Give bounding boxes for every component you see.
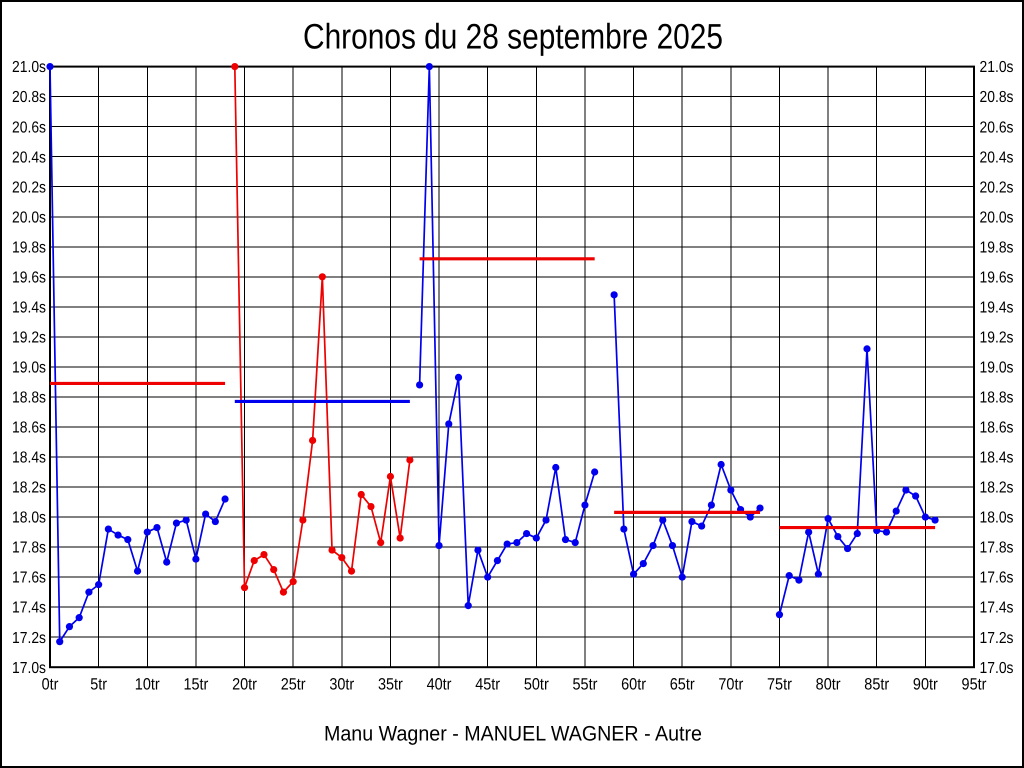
svg-text:19.4s: 19.4s xyxy=(12,299,46,316)
svg-text:15tr: 15tr xyxy=(183,676,208,694)
svg-text:20.0s: 20.0s xyxy=(980,209,1014,226)
svg-text:20.4s: 20.4s xyxy=(12,149,46,166)
svg-text:30tr: 30tr xyxy=(329,676,354,694)
svg-text:20.6s: 20.6s xyxy=(980,119,1014,136)
svg-text:80tr: 80tr xyxy=(816,676,841,694)
svg-text:21.0s: 21.0s xyxy=(12,59,46,76)
svg-text:20.6s: 20.6s xyxy=(12,119,46,136)
svg-text:17.8s: 17.8s xyxy=(980,540,1014,557)
svg-text:10tr: 10tr xyxy=(135,676,160,694)
svg-text:85tr: 85tr xyxy=(864,676,889,694)
svg-text:40tr: 40tr xyxy=(427,676,452,694)
svg-text:19.4s: 19.4s xyxy=(980,299,1014,316)
svg-text:17.8s: 17.8s xyxy=(12,540,46,557)
svg-text:19.2s: 19.2s xyxy=(12,329,46,346)
svg-text:17.4s: 17.4s xyxy=(980,600,1014,617)
svg-text:20.2s: 20.2s xyxy=(12,179,46,196)
svg-text:19.0s: 19.0s xyxy=(12,360,46,377)
svg-text:17.2s: 17.2s xyxy=(980,630,1014,647)
svg-text:55tr: 55tr xyxy=(573,676,598,694)
svg-text:60tr: 60tr xyxy=(621,676,646,694)
svg-text:25tr: 25tr xyxy=(281,676,306,694)
svg-text:95tr: 95tr xyxy=(962,676,987,694)
svg-text:19.0s: 19.0s xyxy=(980,360,1014,377)
svg-text:19.6s: 19.6s xyxy=(980,269,1014,286)
svg-text:18.4s: 18.4s xyxy=(980,450,1014,467)
svg-text:17.2s: 17.2s xyxy=(12,630,46,647)
svg-text:21.0s: 21.0s xyxy=(980,59,1014,76)
svg-text:0tr: 0tr xyxy=(42,676,59,694)
svg-text:17.4s: 17.4s xyxy=(12,600,46,617)
svg-text:19.6s: 19.6s xyxy=(12,269,46,286)
svg-text:20.8s: 20.8s xyxy=(980,89,1014,106)
svg-text:20.2s: 20.2s xyxy=(980,179,1014,196)
svg-text:18.0s: 18.0s xyxy=(980,510,1014,527)
svg-text:Chronos du 28 septembre 2025: Chronos du 28 septembre 2025 xyxy=(303,17,723,57)
svg-text:17.6s: 17.6s xyxy=(12,570,46,587)
svg-text:18.4s: 18.4s xyxy=(12,450,46,467)
svg-text:45tr: 45tr xyxy=(475,676,500,694)
svg-text:19.8s: 19.8s xyxy=(12,239,46,256)
svg-text:17.6s: 17.6s xyxy=(980,570,1014,587)
svg-text:20tr: 20tr xyxy=(232,676,257,694)
svg-text:65tr: 65tr xyxy=(670,676,695,694)
svg-text:18.2s: 18.2s xyxy=(12,480,46,497)
svg-text:20.8s: 20.8s xyxy=(12,89,46,106)
svg-text:70tr: 70tr xyxy=(718,676,743,694)
svg-text:18.8s: 18.8s xyxy=(12,390,46,407)
svg-text:Manu Wagner - MANUEL WAGNER -: Manu Wagner - MANUEL WAGNER - Autre xyxy=(324,723,702,746)
svg-text:75tr: 75tr xyxy=(767,676,792,694)
svg-text:19.2s: 19.2s xyxy=(980,329,1014,346)
svg-text:18.8s: 18.8s xyxy=(980,390,1014,407)
svg-text:18.6s: 18.6s xyxy=(12,420,46,437)
svg-text:19.8s: 19.8s xyxy=(980,239,1014,256)
svg-text:20.4s: 20.4s xyxy=(980,149,1014,166)
svg-text:20.0s: 20.0s xyxy=(12,209,46,226)
svg-text:35tr: 35tr xyxy=(378,676,403,694)
svg-text:90tr: 90tr xyxy=(913,676,938,694)
svg-text:50tr: 50tr xyxy=(524,676,549,694)
svg-text:18.0s: 18.0s xyxy=(12,510,46,527)
svg-text:17.0s: 17.0s xyxy=(12,660,46,677)
svg-text:5tr: 5tr xyxy=(90,676,107,694)
svg-text:17.0s: 17.0s xyxy=(980,660,1014,677)
svg-text:18.2s: 18.2s xyxy=(980,480,1014,497)
svg-text:18.6s: 18.6s xyxy=(980,420,1014,437)
